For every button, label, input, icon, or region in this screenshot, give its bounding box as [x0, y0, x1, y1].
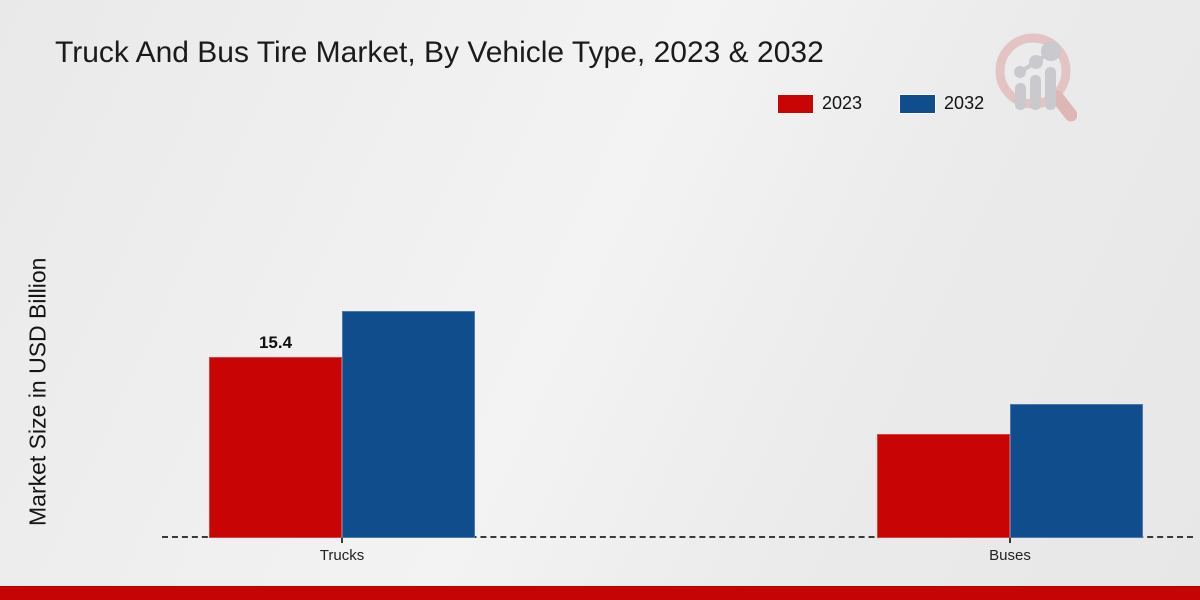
bar-trucks-2023	[209, 357, 342, 538]
bar-trucks-2032	[342, 311, 475, 538]
x-axis-tick-trucks	[341, 538, 343, 543]
legend: 2023 2032	[778, 93, 984, 114]
legend-label-2032: 2032	[944, 93, 985, 113]
legend-item-2032: 2032	[900, 93, 984, 114]
x-axis-tick-buses	[1009, 538, 1011, 543]
logo-dot-1	[1014, 66, 1026, 78]
logo-bar-medium	[1030, 75, 1041, 110]
magnifier-bar-chart-logo	[993, 27, 1078, 122]
chart-title: Truck And Bus Tire Market, By Vehicle Ty…	[55, 36, 824, 69]
logo-dot-2	[1029, 55, 1043, 69]
logo-bar-small	[1015, 83, 1026, 110]
legend-label-2023: 2023	[822, 93, 863, 113]
bar-buses-2023	[877, 434, 1010, 538]
value-label-trucks-2023: 15.4	[258, 333, 293, 352]
category-label-trucks: Trucks	[319, 547, 365, 564]
logo-bar-large	[1045, 67, 1056, 110]
x-axis-line	[162, 536, 1193, 538]
footer-accent-bar	[0, 586, 1200, 600]
legend-swatch-2023	[778, 94, 813, 113]
category-label-buses: Buses	[989, 547, 1031, 564]
legend-swatch-2032	[900, 94, 936, 113]
magnifier-handle	[1050, 90, 1078, 122]
bar-buses-2032	[1010, 404, 1143, 538]
logo-dot-3	[1041, 41, 1061, 61]
legend-item-2023: 2023	[778, 93, 862, 114]
